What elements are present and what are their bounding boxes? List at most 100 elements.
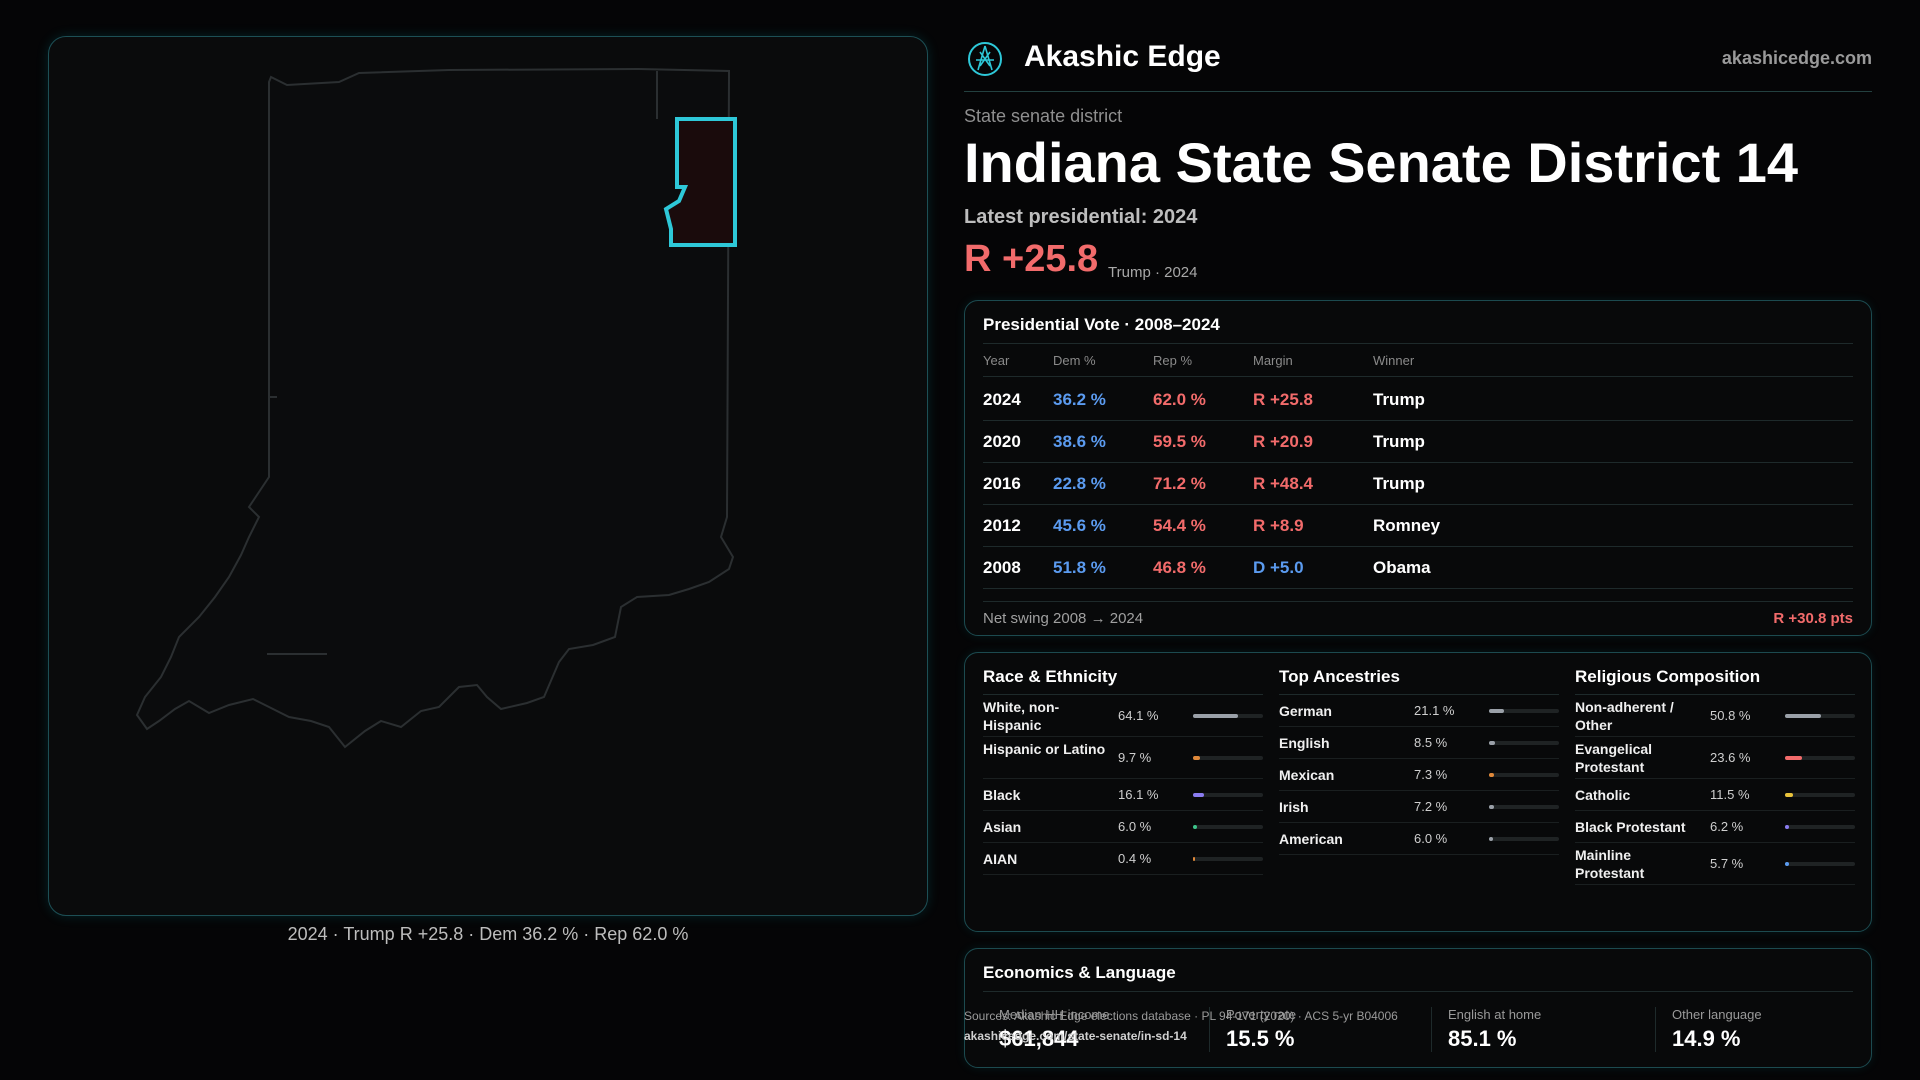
ancestry-column: Top Ancestries German 21.1 % English 8.5 % M… — [1279, 667, 1559, 855]
district-map[interactable] — [49, 37, 929, 917]
item-label: Catholic — [1575, 787, 1631, 803]
cell-year: 2020 — [983, 432, 1021, 451]
item-percent: 6.0 % — [1118, 819, 1152, 834]
share-bar-fill — [1489, 773, 1495, 777]
sources-note: Sources: Akashic Edge elections database… — [964, 1006, 1398, 1046]
item-percent: 21.1 % — [1414, 703, 1455, 718]
eco-english-at-home: English at home 85.1 % — [1431, 1007, 1641, 1052]
list-item: AIAN 0.4 % — [983, 843, 1263, 875]
item-percent: 7.2 % — [1414, 799, 1448, 814]
share-bar — [1785, 793, 1855, 797]
column-year: Year — [983, 353, 1010, 368]
eco-label: Median HH income — [999, 1007, 1110, 1022]
share-bar — [1193, 857, 1263, 861]
share-bar — [1193, 714, 1263, 718]
cell-rep: 46.8 % — [1153, 558, 1206, 577]
item-label: Black — [983, 787, 1021, 803]
share-bar-fill — [1193, 756, 1200, 760]
cell-winner: Trump — [1373, 432, 1425, 451]
economics-panel: Economics & Language Median HH income $6… — [964, 948, 1872, 1068]
share-bar-fill — [1193, 714, 1238, 718]
share-bar — [1489, 773, 1559, 777]
share-bar — [1489, 709, 1559, 713]
cell-winner: Trump — [1373, 390, 1425, 409]
presidential-vote-panel: Presidential Vote · 2008–2024 Year Dem %… — [964, 300, 1872, 636]
brand-name[interactable]: Akashic Edge — [1024, 40, 1221, 73]
eco-value: 14.9 % — [1672, 1026, 1741, 1051]
list-item: English 8.5 % — [1279, 727, 1559, 759]
net-swing: Net swing 2008 → 2024 R +30.8 pts — [983, 601, 1853, 627]
cell-rep: 71.2 % — [1153, 474, 1206, 493]
eco-poverty-rate: Poverty rate 15.5 % — [1209, 1007, 1419, 1052]
item-percent: 16.1 % — [1118, 787, 1159, 802]
net-swing-value: R +30.8 pts — [1773, 610, 1853, 627]
table-row: 2016 22.8 % 71.2 % R +48.4 Trump — [983, 463, 1853, 505]
list-item: Asian 6.0 % — [983, 811, 1263, 843]
list-item: Mainline Protestant 5.7 % — [1575, 843, 1855, 885]
site-url[interactable]: akashicedge.com — [1721, 48, 1872, 68]
share-bar-fill — [1489, 837, 1494, 841]
sources-text: Sources: Akashic Edge elections database… — [964, 1009, 1398, 1023]
ancestry-heading: Top Ancestries — [1279, 667, 1559, 695]
latest-presidential: Latest presidential: 2024 — [964, 206, 1198, 228]
eco-value: $61,844 — [999, 1026, 1079, 1051]
share-bar-fill — [1785, 862, 1789, 866]
item-label: German — [1279, 703, 1332, 719]
district-14-shape[interactable] — [663, 117, 737, 247]
table-header: Year Dem % Rep % Margin Winner — [983, 351, 1853, 377]
sources-url[interactable]: akashicedge.com/state-senate/in-sd-14 — [964, 1029, 1187, 1043]
race-column: Race & Ethnicity White, non-Hispanic 64.1… — [983, 667, 1263, 875]
cell-winner: Obama — [1373, 558, 1431, 577]
cell-year: 2012 — [983, 516, 1021, 535]
column-rep: Rep % — [1153, 353, 1193, 368]
item-label: Non-adherent / Other — [1575, 699, 1674, 733]
share-bar-fill — [1193, 857, 1196, 861]
share-bar-fill — [1193, 793, 1205, 797]
eco-value: 85.1 % — [1448, 1026, 1517, 1051]
share-bar — [1489, 741, 1559, 745]
cell-winner: Romney — [1373, 516, 1441, 535]
cell-dem: 36.2 % — [1053, 390, 1106, 409]
race-heading: Race & Ethnicity — [983, 667, 1263, 695]
item-percent: 23.6 % — [1710, 750, 1751, 765]
share-bar-fill — [1785, 714, 1821, 718]
headline-margin: R +25.8 — [964, 238, 1099, 280]
cell-margin: R +48.4 — [1253, 474, 1314, 493]
item-percent: 6.2 % — [1710, 819, 1744, 834]
table-row: 2012 45.6 % 54.4 % R +8.9 Romney — [983, 505, 1853, 547]
column-winner: Winner — [1373, 353, 1415, 368]
item-label: Mexican — [1279, 767, 1335, 783]
item-label: Hispanic or Latino — [983, 741, 1106, 757]
economics-heading: Economics & Language — [983, 963, 1176, 982]
share-bar — [1785, 825, 1855, 829]
share-bar-fill — [1489, 709, 1504, 713]
share-bar-fill — [1489, 741, 1495, 745]
religion-column: Religious Composition Non-adherent / Oth… — [1575, 667, 1855, 885]
item-percent: 9.7 % — [1118, 750, 1152, 765]
share-bar — [1193, 825, 1263, 829]
list-item: Irish 7.2 % — [1279, 791, 1559, 823]
cell-rep: 59.5 % — [1153, 432, 1206, 451]
cell-margin: D +5.0 — [1253, 558, 1304, 577]
item-label: Mainline Protestant — [1575, 847, 1645, 881]
cell-rep: 54.4 % — [1153, 516, 1206, 535]
list-item: Black 16.1 % — [983, 779, 1263, 811]
site-header: Akashic Edge akashicedge.com — [964, 36, 1872, 92]
compass-logo-icon[interactable] — [966, 40, 1004, 78]
cell-dem: 45.6 % — [1053, 516, 1106, 535]
cell-margin: R +25.8 — [1253, 390, 1314, 409]
map-panel — [48, 36, 928, 916]
list-item: Mexican 7.3 % — [1279, 759, 1559, 791]
share-bar-fill — [1489, 805, 1495, 809]
cell-year: 2024 — [983, 390, 1021, 409]
cell-year: 2008 — [983, 558, 1021, 577]
eco-label: Other language — [1672, 1007, 1762, 1022]
list-item: Non-adherent / Other 50.8 % — [1575, 695, 1855, 737]
list-item: Evangelical Protestant 23.6 % — [1575, 737, 1855, 779]
cell-year: 2016 — [983, 474, 1021, 493]
item-percent: 8.5 % — [1414, 735, 1448, 750]
item-label: Evangelical Protestant — [1575, 741, 1653, 775]
cell-dem: 51.8 % — [1053, 558, 1106, 577]
presidential-heading: Presidential Vote · 2008–2024 — [983, 315, 1220, 334]
table-row: 2024 36.2 % 62.0 % R +25.8 Trump — [983, 379, 1853, 421]
